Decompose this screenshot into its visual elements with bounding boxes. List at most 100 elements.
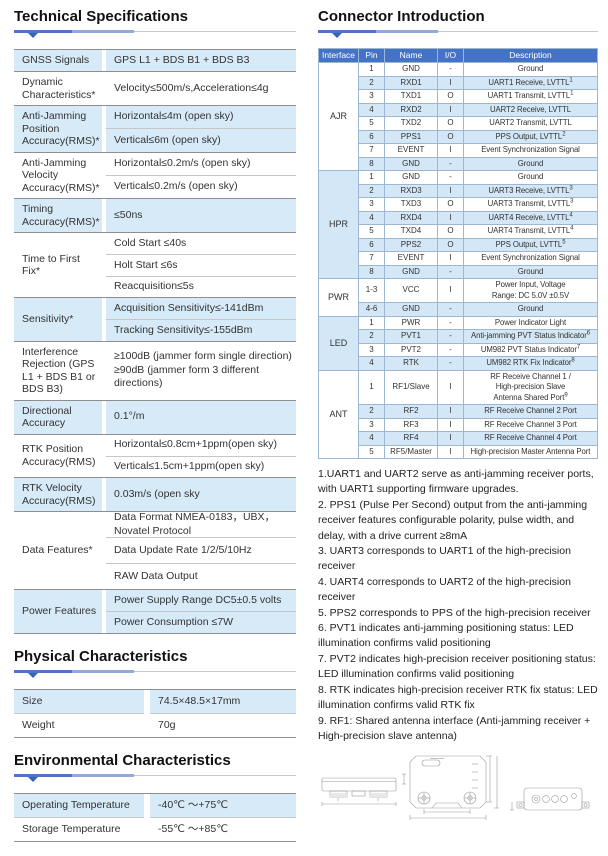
description-cell: UART4 Transmit, LVTTL4 <box>463 224 598 239</box>
top-view-drawing <box>402 756 499 821</box>
footnote-superscript: 1 <box>570 90 574 97</box>
rule-segment-dark <box>318 30 376 33</box>
footnote-superscript: 6 <box>586 330 590 337</box>
spec-values: Data Format NMEA-0183，UBX，Novatel Protoc… <box>106 511 296 589</box>
interface-cell: PWR <box>318 278 359 317</box>
connector-column-header: Name <box>384 48 438 63</box>
spec-value: Vertical≤6m (open sky) <box>106 128 296 151</box>
io-cell: - <box>437 329 464 344</box>
connector-pinout-table: Interface Pin Name I/O Description AJR 1 GND - G… <box>318 48 598 459</box>
pin-cell: 3 <box>358 417 385 432</box>
description-cell: UART3 Receive, LVTTL3 <box>463 183 598 198</box>
pin-cell: 5 <box>358 224 385 239</box>
connector-row: 3 TXD3 O UART3 Transmit, LVTTL3 <box>319 197 598 212</box>
rule-segment-gray <box>438 31 598 32</box>
description-cell: UART2 Transmit, LVTTL <box>463 116 598 131</box>
section-rule <box>14 773 296 783</box>
physical-row: Weight 70g <box>14 712 296 737</box>
io-cell: I <box>437 75 464 90</box>
name-cell: GND <box>384 156 438 171</box>
footnote: 2. PPS1 (Pulse Per Second) output from t… <box>318 498 588 542</box>
connector-column-header: I/O <box>437 48 464 63</box>
pin-cell: 1 <box>358 315 385 330</box>
name-cell: EVENT <box>384 143 438 158</box>
spec-values: ≥100dB (jammer form single direction) ≥9… <box>106 342 296 400</box>
pin-cell: 5 <box>358 116 385 131</box>
spec-value: 0.1°/m <box>114 410 145 423</box>
rule-segment-gray <box>134 670 296 672</box>
io-cell: O <box>437 129 464 144</box>
spec-value: Data Update Rate 1/2/5/10Hz <box>106 537 296 563</box>
footnote: 3. UART3 corresponds to UART1 of the hig… <box>318 545 571 573</box>
io-cell: I <box>437 143 464 158</box>
io-cell: - <box>437 170 464 185</box>
rule-arrow-marker <box>28 33 38 38</box>
io-cell: - <box>437 315 464 330</box>
name-cell: PPS1 <box>384 129 438 144</box>
spec-value: Power Consumption ≤7W <box>106 611 296 633</box>
io-cell: O <box>437 197 464 212</box>
description-cell: Ground <box>463 62 598 77</box>
interface-cell: ANT <box>318 369 359 459</box>
name-cell: TXD2 <box>384 116 438 131</box>
footnote: 8. RTK indicates high-precision receiver… <box>318 683 598 712</box>
environmental-value: -55℃ ～+85℃ <box>150 816 296 841</box>
name-cell: PWR <box>384 315 438 330</box>
pin-cell: 6 <box>358 129 385 144</box>
connector-row: 4 RXD2 I UART2 Receive, LVTTL <box>319 102 598 117</box>
pin-cell: 6 <box>358 237 385 252</box>
spec-values: 0.1°/m <box>106 400 296 434</box>
pin-cell: 7 <box>358 251 385 266</box>
spec-label: Directional Accuracy <box>14 400 102 434</box>
description-cell: Anti-jamming PVT Status Indicator6 <box>463 329 598 344</box>
spec-group-row: GNSS Signals GPS L1 + BDS B1 + BDS B3 <box>14 50 296 71</box>
description-cell: Power Input, Voltage Range: DC 5.0V ±0.5… <box>463 278 598 303</box>
footnote-superscript: 4 <box>570 225 574 232</box>
io-cell: I <box>437 251 464 266</box>
environmental-row: Storage Temperature -55℃ ～+85℃ <box>14 816 296 841</box>
connector-row: 4 RTK - UM982 RTK Fix Indicator8 <box>319 356 598 371</box>
spec-values: ≤50ns <box>106 199 296 232</box>
io-cell: I <box>437 210 464 225</box>
spec-label: RTK Velocity Accuracy(RMS) <box>14 478 102 511</box>
footnote-superscript: 3 <box>569 184 573 191</box>
physical-label: Size <box>14 689 144 713</box>
connector-row: PWR 1-3 VCC I Power Input, Voltage Range: DC… <box>318 278 598 317</box>
spec-label: Dynamic Characteristics* <box>22 76 96 101</box>
pin-cell: 2 <box>358 75 385 90</box>
connector-row: 6 PPS1 O PPS Output, LVTTL2 <box>319 129 598 144</box>
physical-row: Size 74.5×48.5×17mm <box>14 689 296 713</box>
spec-values: Horizontal≤4m (open sky) Vertical≤6m (ope… <box>106 106 296 152</box>
io-cell: I <box>437 369 464 405</box>
rule-segment-gray <box>134 774 296 776</box>
connector-row: 3 RF3 I RF Receive Channel 3 Port <box>319 417 598 432</box>
footnote-superscript: 1 <box>569 76 573 83</box>
pin-cell: 2 <box>358 183 385 198</box>
spec-value: Data Format NMEA-0183，UBX，Novatel Protoc… <box>114 511 276 537</box>
io-cell: O <box>437 224 464 239</box>
name-cell: VCC <box>384 278 438 303</box>
spec-label: Sensitivity* <box>14 298 102 341</box>
description-cell: Event Synchronization Signal <box>463 143 598 158</box>
pin-cell: 3 <box>358 89 385 104</box>
footnote-superscript: 5 <box>562 238 566 245</box>
rule-segment-dark <box>14 669 72 673</box>
description-cell: RF Receive Channel 4 Port <box>463 431 598 446</box>
name-cell: RF4 <box>384 431 438 446</box>
spec-group-row: Timing Accuracy(RMS)* ≤50ns <box>14 198 296 232</box>
description-cell: RF Receive Channel 1 / High-precision Sl… <box>463 369 598 405</box>
spec-values: Horizontal≤0.8cm+1ppm(open sky) Vertical≤… <box>106 435 296 478</box>
pin-cell: 8 <box>358 156 385 171</box>
rule-arrow-marker <box>28 672 38 678</box>
rule-segment-dark <box>14 30 72 33</box>
spec-value: Vertical≤0.2m/s (open sky) <box>106 174 296 198</box>
rule-segment-light <box>376 30 438 33</box>
pin-cell: 4 <box>358 431 385 446</box>
spec-group-row: Time to First Fix* Cold Start ≤40s Holt St… <box>14 232 296 297</box>
name-cell: PVT2 <box>384 342 438 357</box>
footnotes-block: 1.UART1 and UART2 serve as anti-jamming … <box>318 467 598 744</box>
interface-cell: LED <box>318 315 359 371</box>
name-cell: PVT1 <box>384 329 438 344</box>
spec-value: Tracking Sensitivity≤-155dBm <box>106 319 296 341</box>
connector-row: 4-6 GND - Ground <box>319 302 598 317</box>
